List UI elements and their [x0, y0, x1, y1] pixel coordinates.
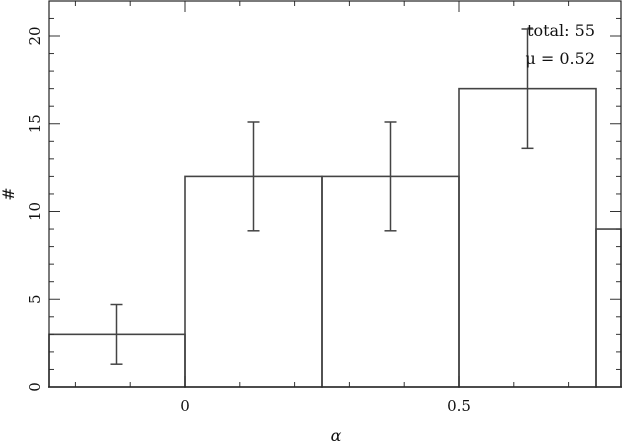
- error-bar: [110, 303, 123, 365]
- x-axis-label: α: [331, 426, 342, 445]
- error-bars: [110, 28, 534, 365]
- y-tick-label: 10: [26, 202, 44, 221]
- error-bar: [247, 121, 260, 232]
- y-axis-label: #: [0, 187, 18, 200]
- annotation-total: total: 55: [527, 21, 595, 40]
- histogram-bars: [48, 87, 622, 388]
- y-tick-label: 0: [26, 382, 44, 392]
- histogram-bar: [595, 228, 622, 388]
- error-bar: [384, 121, 397, 232]
- plot-frame: [48, 0, 622, 388]
- annotation-mu: μ = 0.52: [525, 49, 595, 68]
- y-tick-label: 15: [26, 114, 44, 133]
- x-tick-label: 0: [180, 397, 190, 415]
- y-tick-label: 5: [26, 294, 44, 304]
- y-tick-label: 20: [26, 26, 44, 45]
- x-tick-label: 0.5: [447, 397, 471, 415]
- error-bar: [521, 28, 534, 150]
